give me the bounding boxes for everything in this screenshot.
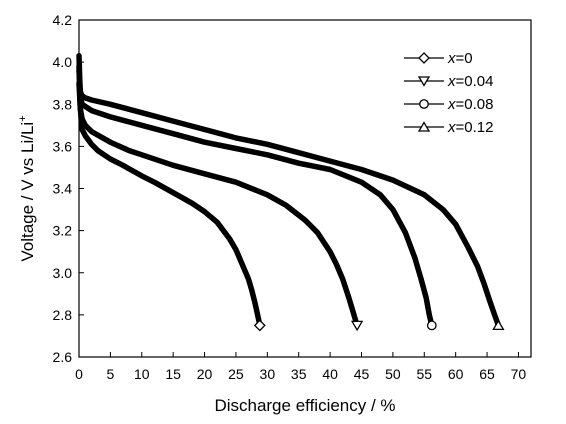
x-tick-label: 25 [228,366,244,382]
legend-marker-3 [419,99,429,109]
legend-marker-1 [418,52,430,64]
legend-value: =0 [456,50,473,67]
x-tick-label: 10 [134,366,150,382]
legend-variable: x [447,50,456,67]
series-end-markers [253,319,505,332]
x-tick-label: 20 [197,366,213,382]
legend-label-4: x=0.12 [447,119,493,136]
legend: x=0x=0.04x=0.08x=0.12 [404,50,493,136]
series-end-marker-4 [492,319,505,331]
y-tick-label: 4.2 [53,12,73,28]
x-tick-label: 40 [322,366,338,382]
y-tick-label: 3.0 [53,265,73,281]
y-axis-title-superscript: + [17,115,29,121]
x-tick-label: 60 [448,366,464,382]
y-tick-label: 3.6 [53,138,73,154]
x-tick-label: 65 [479,366,495,382]
y-tick-label: 3.2 [53,223,73,239]
x-tick-label: 45 [354,366,370,382]
series-end-marker-2 [350,320,364,332]
y-axis-ticks: 2.6 2.8 3.0 3.2 3.4 3.6 3.8 4.0 4.2 [53,12,84,365]
legend-marker-4 [417,121,431,132]
legend-variable: x [447,96,456,113]
legend-variable: x [447,119,456,136]
legend-variable: x [447,73,456,90]
x-tick-label: 55 [416,366,432,382]
x-tick-label: 70 [511,366,527,382]
x-tick-label: 50 [385,366,401,382]
y-tick-label: 4.0 [53,54,73,70]
plot-frame [78,19,532,358]
y-tick-label: 3.4 [53,181,73,197]
legend-value: =0.12 [456,119,494,136]
y-axis-title-main: Voltage / V vs Li/Li [18,122,37,262]
y-tick-label: 2.8 [53,307,73,323]
x-axis-ticks: 0 5 10 15 20 25 30 35 40 45 50 55 60 65 70 [75,352,526,382]
y-tick-label: 3.8 [53,96,73,112]
y-tick-label: 2.6 [53,349,73,365]
legend-label-1: x=0 [447,50,473,67]
legend-value: =0.08 [456,96,494,113]
x-tick-label: 30 [260,366,276,382]
x-tick-label: 15 [165,366,181,382]
x-axis-title: Discharge efficiency / % [214,396,395,415]
x-tick-label: 5 [106,366,114,382]
series-line-2 [76,80,360,329]
series-line-4 [76,67,502,329]
series-curves [76,53,502,329]
series-line-3 [76,53,435,329]
x-tick-label: 35 [291,366,307,382]
y-axis-title: Voltage / V vs Li/Li+ [17,115,37,261]
legend-label-3: x=0.08 [447,96,493,113]
series-end-marker-3 [426,320,437,331]
legend-value: =0.04 [456,73,494,90]
series-line-1 [76,63,263,329]
legend-marker-2 [417,76,431,87]
series-end-marker-1 [253,319,266,332]
legend-label-2: x=0.04 [447,73,493,90]
x-tick-label: 0 [75,366,83,382]
